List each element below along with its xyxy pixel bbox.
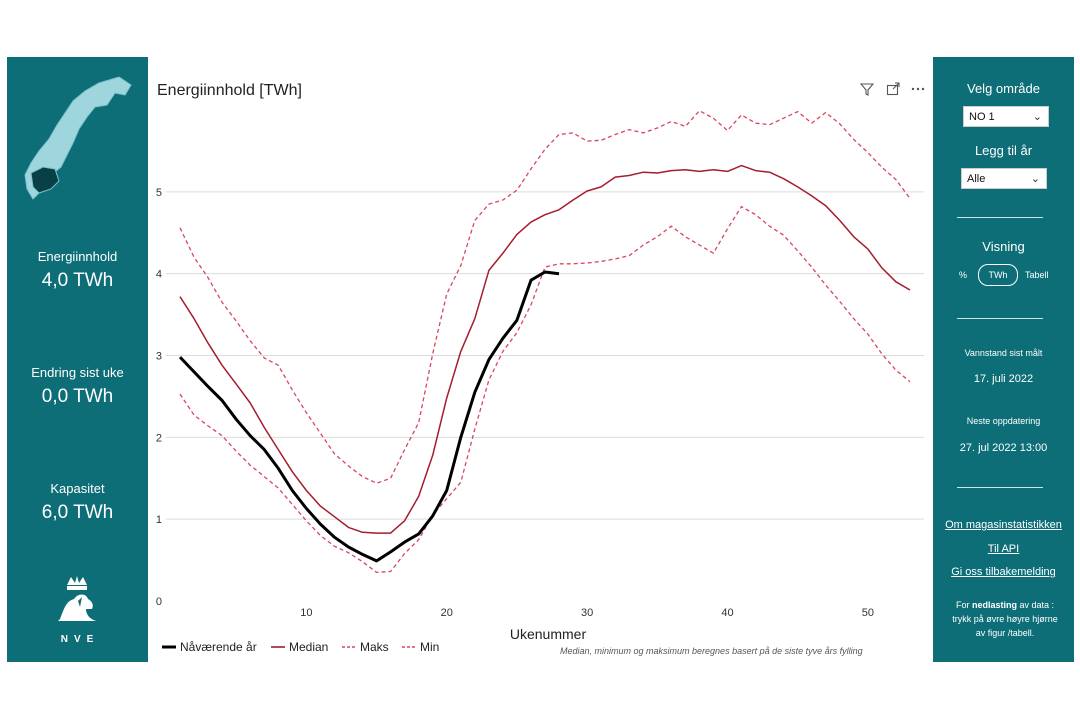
- y-tick-label: 0: [156, 596, 162, 608]
- kpi-change-value: 0,0 TWh: [41, 386, 114, 407]
- download-note-bold: nedlasting: [971, 600, 1017, 610]
- series-line-maks: [179, 110, 911, 484]
- next-update-date: 27. jul 2022 13:00: [959, 442, 1048, 454]
- more-options-icon[interactable]: [910, 82, 926, 99]
- area-dropdown-value: NO 1: [969, 111, 995, 123]
- view-option-twh[interactable]: TWh: [978, 264, 1018, 286]
- chart-title: Energiinnhold [TWh]: [157, 82, 302, 99]
- y-tick-label: 3: [156, 351, 162, 363]
- download-note-prefix: For: [955, 600, 972, 610]
- divider: [957, 487, 1043, 488]
- nve-crest-icon: [58, 576, 96, 621]
- kpi-capacity: Kapasitet 6,0 TWh: [7, 481, 148, 524]
- nve-logo: NVE: [47, 575, 107, 645]
- norway-map-icon: [24, 76, 132, 200]
- year-dropdown[interactable]: Alle ⌄: [961, 168, 1047, 189]
- x-tick-label: 50: [862, 607, 874, 619]
- measured-label: Vannstand sist målt: [964, 348, 1043, 358]
- focus-mode-icon[interactable]: [886, 82, 900, 99]
- view-label: Visning: [982, 239, 1025, 254]
- chart-footnote: Median, minimum og maksimum beregnes bas…: [560, 646, 863, 656]
- kpi-change-label: Endring sist uke: [31, 365, 124, 380]
- next-update-label: Neste oppdatering: [966, 416, 1041, 426]
- link-api[interactable]: Til API: [987, 543, 1020, 555]
- link-about-statistics[interactable]: Om magasinstatistikken: [945, 519, 1062, 531]
- legend-label: Maks: [360, 640, 389, 654]
- area-dropdown[interactable]: NO 1 ⌄: [963, 106, 1049, 127]
- chevron-down-icon: ⌄: [1032, 111, 1042, 123]
- legend-label: Min: [420, 640, 439, 654]
- nve-logo-text: NVE: [60, 634, 100, 645]
- legend-label: Median: [289, 640, 328, 654]
- x-tick-label: 20: [441, 607, 453, 619]
- view-option-table[interactable]: Tabell: [1025, 270, 1049, 280]
- legend-label: Nåværende år: [180, 640, 257, 654]
- download-note: For nedlasting av data : trykk på øvre h…: [947, 598, 1063, 640]
- series-line-median: [179, 164, 911, 534]
- kpi-energy-label: Energiinnhold: [37, 249, 118, 264]
- y-tick-label: 2: [156, 432, 162, 444]
- series-line-min: [179, 205, 911, 574]
- year-dropdown-value: Alle: [967, 173, 986, 185]
- area-label: Velg område: [967, 81, 1040, 96]
- kpi-capacity-label: Kapasitet: [50, 481, 105, 496]
- series-line-n-v-rende-r: [178, 270, 560, 563]
- x-axis-label: Ukenummer: [510, 626, 587, 642]
- legend-item: Nåværende år: [162, 640, 257, 654]
- link-feedback[interactable]: Gi oss tilbakemelding: [951, 566, 1056, 578]
- year-label: Legg til år: [974, 143, 1033, 158]
- kpi-capacity-value: 6,0 TWh: [41, 502, 114, 523]
- y-tick-label: 5: [156, 187, 162, 199]
- legend-item: Min: [402, 640, 439, 654]
- x-tick-label: 30: [581, 607, 593, 619]
- x-tick-label: 10: [300, 607, 312, 619]
- x-tick-label: 40: [721, 607, 733, 619]
- kpi-energy-value: 4,0 TWh: [41, 270, 114, 291]
- divider: [957, 318, 1043, 319]
- left-panel: Energiinnhold 4,0 TWh Endring sist uke 0…: [7, 57, 148, 662]
- view-option-percent[interactable]: %: [959, 270, 968, 280]
- legend-item: Median: [271, 640, 328, 654]
- y-tick-label: 4: [156, 269, 162, 281]
- kpi-change: Endring sist uke 0,0 TWh: [7, 365, 148, 408]
- divider: [957, 217, 1043, 218]
- right-panel: Velg område NO 1 ⌄ Legg til år Alle ⌄ Vi…: [933, 57, 1074, 662]
- measured-date: 17. juli 2022: [973, 373, 1034, 385]
- download-note-suffix: av data : trykk på øvre høyre hjørne av …: [952, 600, 1058, 638]
- legend-item: Maks: [342, 640, 389, 654]
- filter-icon[interactable]: [859, 82, 875, 99]
- y-tick-label: 1: [156, 514, 162, 526]
- kpi-energy: Energiinnhold 4,0 TWh: [7, 249, 148, 292]
- chevron-down-icon: ⌄: [1030, 173, 1040, 185]
